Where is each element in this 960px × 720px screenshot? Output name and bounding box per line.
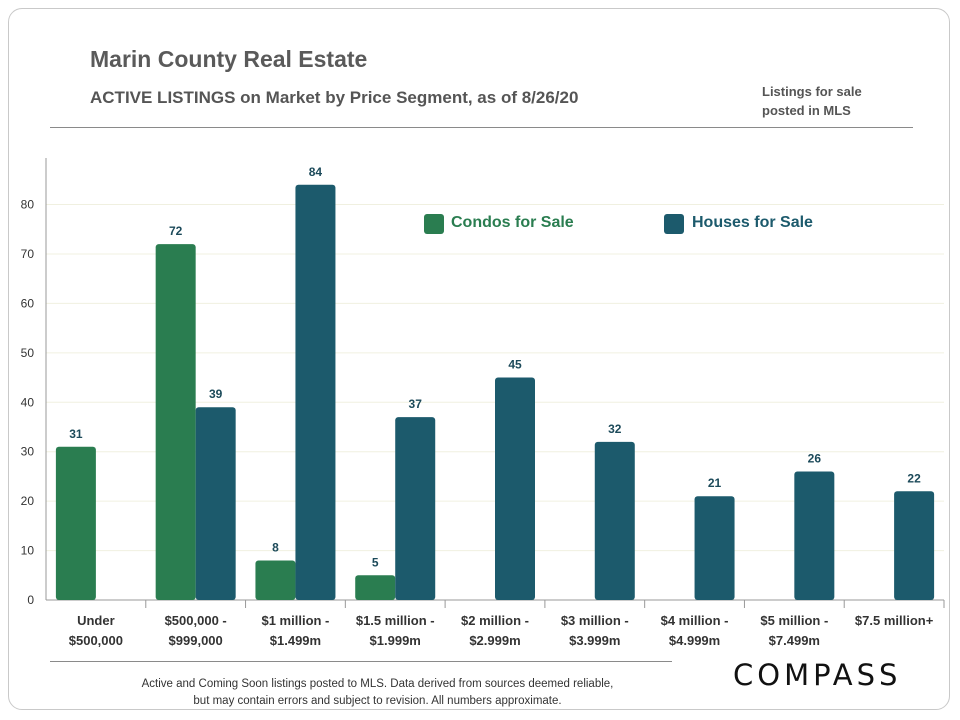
legend-label-condos: Condos for Sale: [451, 214, 574, 231]
x-tick-label: $5 million -: [760, 613, 828, 628]
data-label: 22: [907, 471, 921, 485]
x-tick-label: $1.999m: [370, 633, 421, 648]
data-label: 26: [808, 451, 822, 465]
x-tick-label: $500,000 -: [165, 613, 227, 628]
data-label: 37: [409, 397, 423, 411]
y-tick-label: 10: [21, 544, 35, 558]
x-tick-label: $1 million -: [261, 613, 329, 628]
x-tick-label: $3 million -: [561, 613, 629, 628]
data-label: 39: [209, 387, 223, 401]
y-tick-label: 20: [21, 494, 35, 508]
x-tick-label: $2 million -: [461, 613, 529, 628]
bar-condos: [355, 575, 396, 600]
bar-houses: [794, 471, 835, 600]
bar-houses: [894, 491, 935, 600]
data-label: 8: [272, 540, 279, 554]
data-label: 31: [69, 427, 83, 441]
x-tick-label: $1.499m: [270, 633, 321, 648]
header-divider: [50, 127, 913, 128]
x-tick-label: $4 million -: [661, 613, 729, 628]
x-tick-label: Under: [77, 613, 115, 628]
x-tick-label: $3.999m: [569, 633, 620, 648]
y-tick-label: 30: [21, 445, 35, 459]
listings-note-line1: Listings for sale: [762, 84, 862, 99]
chart-subtitle: ACTIVE LISTINGS on Market by Price Segme…: [90, 88, 579, 107]
disclaimer-line2: but may contain errors and subject to re…: [193, 695, 562, 707]
x-tick-label: $7.5 million+: [855, 613, 934, 628]
legend-swatch-condos: [424, 214, 444, 234]
y-tick-label: 0: [27, 593, 34, 607]
bar-condos: [55, 446, 96, 600]
bar-houses: [195, 407, 236, 600]
legend-swatch-houses: [664, 214, 684, 234]
y-tick-label: 60: [21, 296, 35, 310]
listings-note-line2: posted in MLS: [762, 103, 851, 118]
x-tick-label: $1.5 million -: [356, 613, 435, 628]
bar-houses: [295, 184, 336, 601]
bar-condos: [155, 244, 196, 600]
x-tick-label: $4.999m: [669, 633, 720, 648]
data-label: 32: [608, 422, 622, 436]
data-label: 21: [708, 476, 722, 490]
x-tick-label: $7.499m: [769, 633, 820, 648]
page-title: Marin County Real Estate: [90, 46, 368, 72]
disclaimer: Active and Coming Soon listings posted t…: [100, 676, 655, 710]
compass-logo: COMPASS: [733, 658, 902, 692]
x-tick-label: $500,000: [69, 633, 123, 648]
y-tick-label: 40: [21, 395, 35, 409]
data-label: 5: [372, 555, 379, 569]
legend-label-houses: Houses for Sale: [692, 214, 813, 231]
data-label: 45: [508, 358, 522, 372]
x-tick-label: $999,000: [169, 633, 223, 648]
y-tick-label: 80: [21, 198, 35, 212]
bar-condos: [255, 560, 296, 600]
bar-houses: [594, 441, 635, 600]
bar-houses: [395, 417, 436, 600]
footer-divider: [50, 661, 672, 662]
y-tick-label: 70: [21, 247, 35, 261]
y-tick-label: 50: [21, 346, 35, 360]
x-tick-label: $2.999m: [469, 633, 520, 648]
bar-houses: [694, 496, 735, 600]
bar-houses: [495, 377, 535, 600]
listings-note: Listings for sale posted in MLS: [762, 82, 902, 120]
disclaimer-line1: Active and Coming Soon listings posted t…: [141, 678, 614, 690]
data-label: 72: [169, 224, 183, 238]
data-label: 84: [309, 165, 323, 179]
